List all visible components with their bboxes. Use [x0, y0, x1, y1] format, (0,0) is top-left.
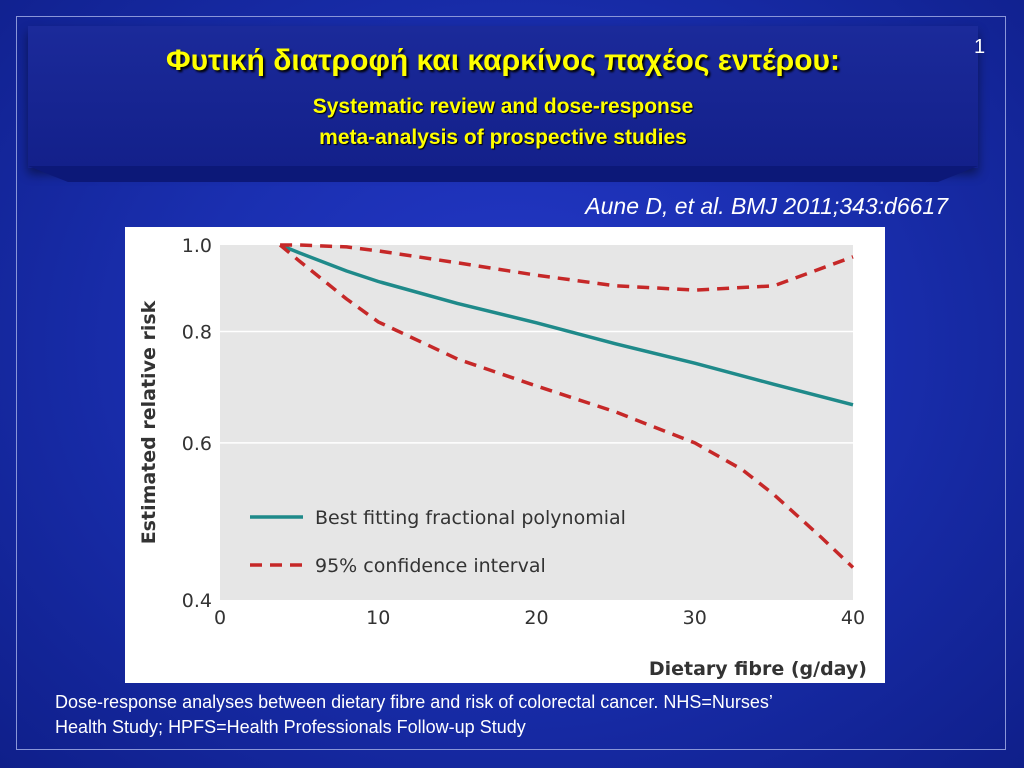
ci-series-line: [278, 243, 855, 569]
tick-layer: 0.4 0.6 0.8 1.0 0 10 20 30 40: [182, 235, 865, 629]
y-tick-label: 1.0: [182, 235, 212, 257]
slide-subtitle-line1: Systematic review and dose-response: [312, 95, 694, 118]
x-axis-label: Dietary fibre (g/day): [649, 658, 867, 680]
dose-response-chart: 0.4 0.6 0.8 1.0 0 10 20 30 40 Best fitting fract…: [138, 235, 867, 680]
slide-frame: [16, 16, 1006, 750]
caption: Dose-response analyses between dietary f…: [55, 690, 995, 740]
slide-subtitle-line2: meta-analysis of prospective studies: [319, 126, 687, 149]
fit-series-line: [279, 243, 854, 407]
slide-title: Φυτική διατροφή και καρκίνος παχέος εντέ…: [166, 44, 840, 77]
series-layer: [278, 243, 855, 569]
caption-line1: Dose-response analyses between dietary f…: [55, 692, 773, 712]
y-tick-label: 0.8: [182, 321, 212, 343]
x-tick-label: 40: [841, 607, 865, 629]
x-tick-label: 20: [524, 607, 548, 629]
x-tick-label: 10: [366, 607, 390, 629]
y-axis-label: Estimated relative risk: [138, 300, 160, 544]
y-tick-label: 0.6: [182, 433, 212, 455]
grid-layer: [220, 330, 853, 444]
legend-ci-label: 95% confidence interval: [315, 555, 546, 577]
legend-fit-label: Best fitting fractional polynomial: [315, 507, 626, 529]
citation: Aune D, et al. BMJ 2011;343:d6617: [585, 193, 948, 219]
legend: Best fitting fractional polynomial 95% co…: [250, 507, 626, 577]
slide-number: 1: [974, 36, 986, 58]
y-tick-label: 0.4: [182, 590, 212, 612]
x-tick-label: 30: [683, 607, 707, 629]
ci-series-line: [280, 243, 854, 292]
x-tick-label: 0: [214, 607, 226, 629]
chart-container: 0.4 0.6 0.8 1.0 0 10 20 30 40 Best fitting fract…: [125, 227, 885, 683]
plot-background: [220, 245, 853, 600]
caption-line2: Health Study; HPFS=Health Professionals …: [55, 717, 526, 737]
title-banner-bevel: [28, 166, 978, 182]
title-banner: [28, 26, 978, 168]
